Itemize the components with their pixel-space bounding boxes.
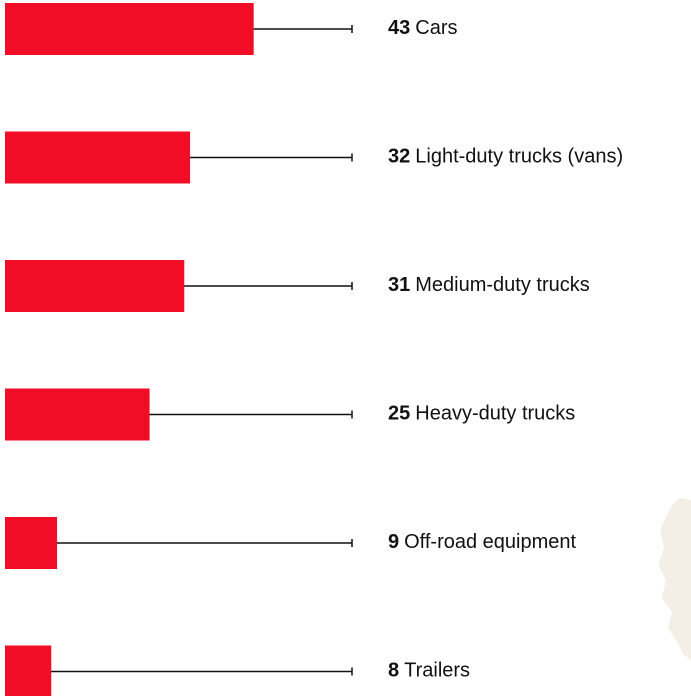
bar-label: 8 Trailers [388,660,470,682]
category-label: Trailers [404,660,470,682]
bar-label: 31 Medium-duty trucks [388,274,590,296]
category-label: Cars [415,17,457,39]
value-label: 25 [388,403,410,425]
bar-label: 43 Cars [388,17,457,39]
value-label: 32 [388,146,410,168]
value-label: 31 [388,274,410,296]
bar-label: 32 Light-duty trucks (vans) [388,146,623,168]
bar [5,260,185,312]
background-map [658,498,691,660]
value-label: 8 [388,660,399,682]
value-label: 9 [388,531,399,553]
category-label: Medium-duty trucks [415,274,590,296]
bar [5,3,254,55]
value-label: 43 [388,17,410,39]
bar [5,517,58,569]
bar [5,131,191,184]
category-label: Off-road equipment [404,531,576,553]
category-label: Heavy-duty trucks [415,403,575,425]
category-label: Light-duty trucks (vans) [415,146,623,168]
bar-label: 9 Off-road equipment [388,531,577,553]
bar-label: 25 Heavy-duty trucks [388,403,575,425]
bar [5,388,150,441]
bar [5,645,52,696]
